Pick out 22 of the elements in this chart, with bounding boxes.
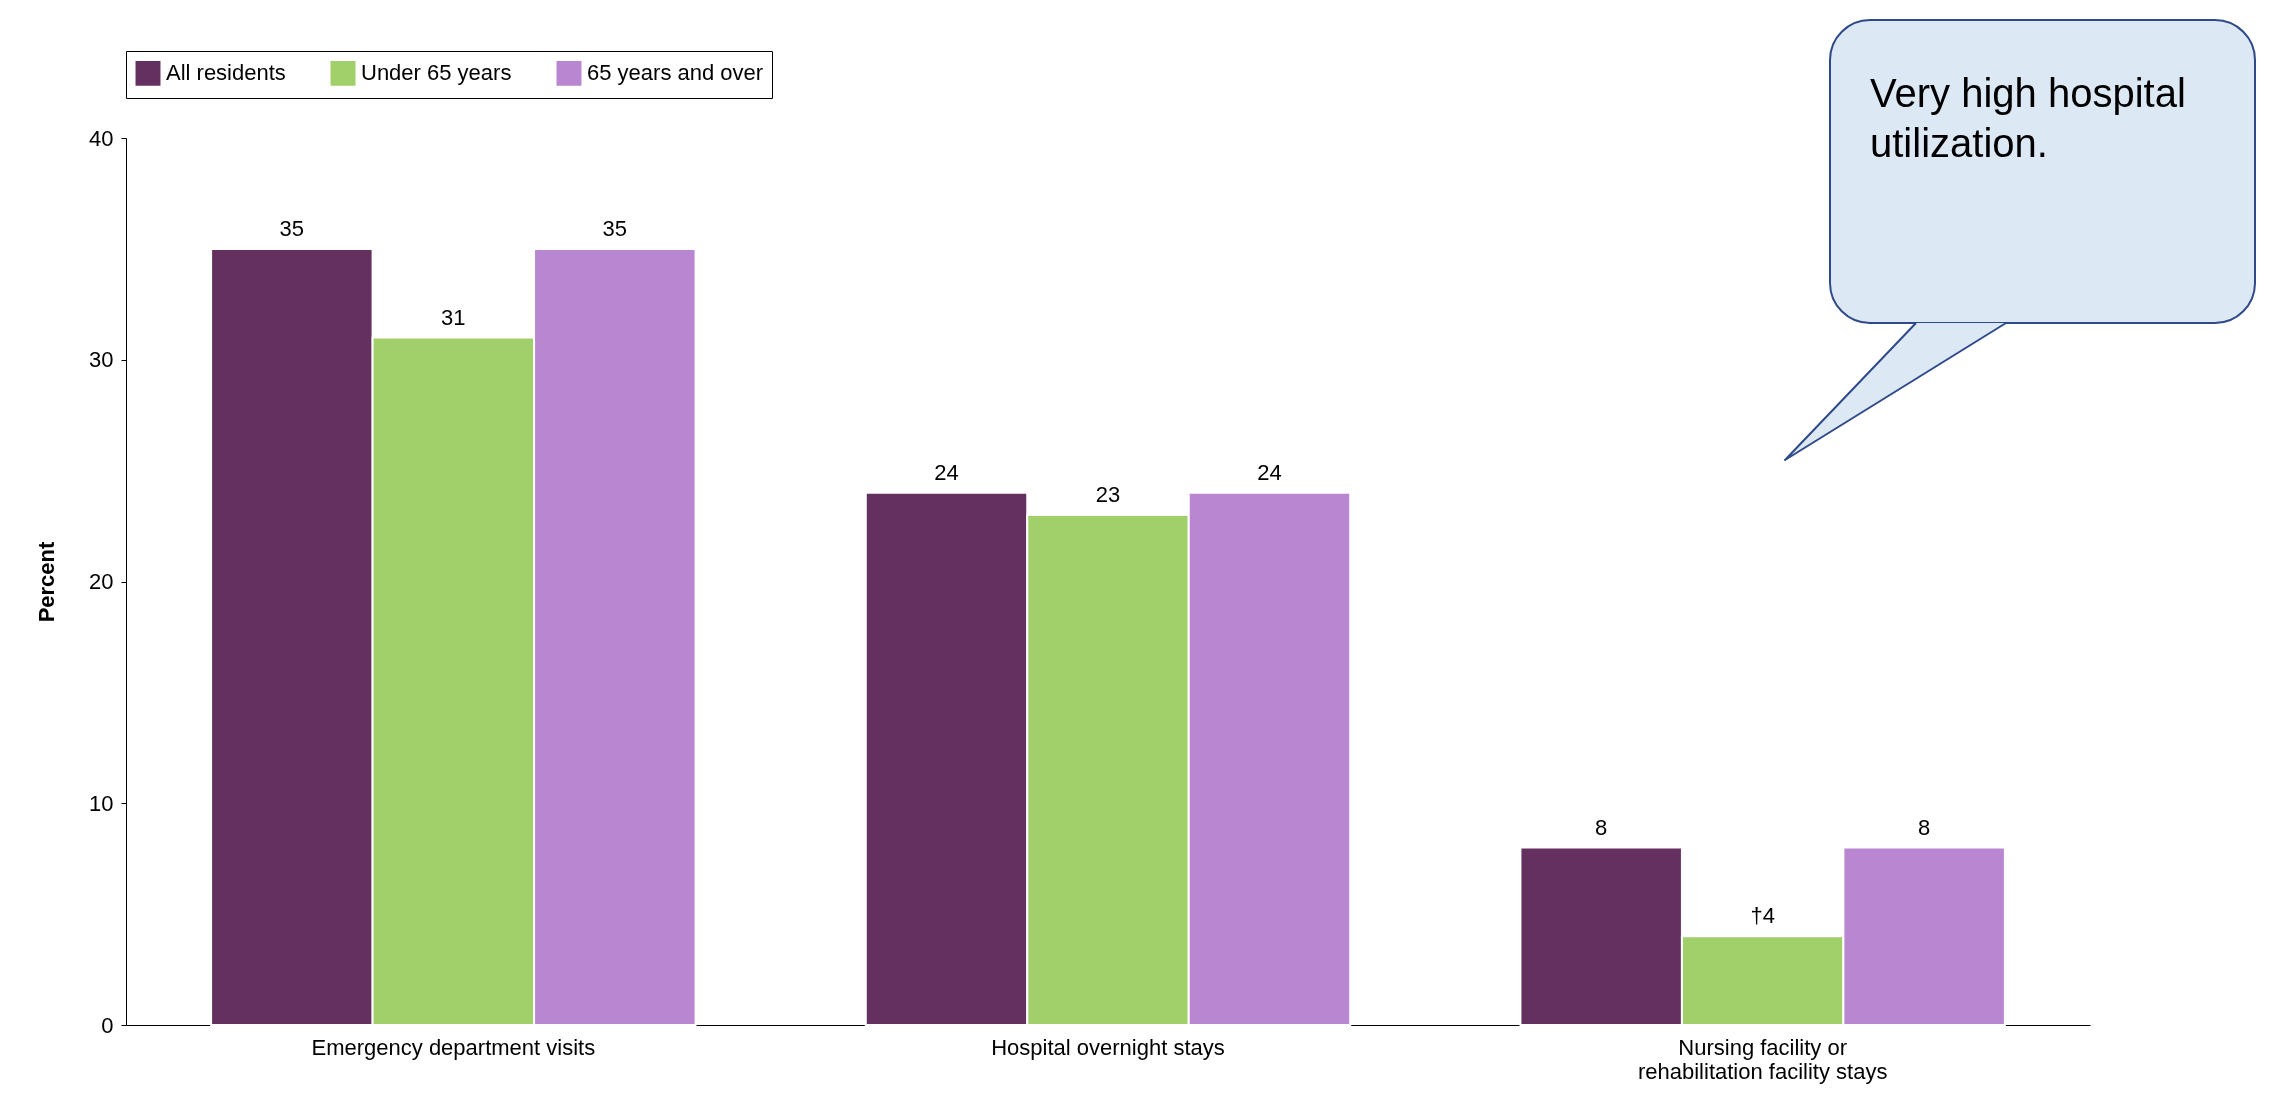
x-tick-label: Hospital overnight stays [991, 1034, 1225, 1060]
data-label: 24 [934, 459, 959, 485]
legend-label: 65 years and over [587, 60, 764, 86]
legend-label: Under 65 years [361, 60, 512, 86]
y-tick-label: 40 [89, 125, 114, 151]
data-label: 35 [602, 215, 628, 241]
y-axis-title: Percent [34, 540, 60, 623]
annotation: Very high hospital utilization. [1870, 71, 2186, 165]
data-label: 35 [279, 215, 305, 241]
data-label: 8 [1918, 814, 1931, 840]
y-tick-label: 20 [89, 569, 114, 594]
x-tick-label: Emergency department visits [311, 1034, 596, 1060]
data-label: 8 [1595, 814, 1608, 840]
y-tick-label: 0 [101, 1012, 114, 1038]
x-tick-label: Nursing facility or rehabilitation facility stays [1637, 1034, 1888, 1084]
data-label: 31 [441, 304, 466, 330]
data-label: 23 [1095, 481, 1121, 507]
data-label: 24 [1257, 459, 1282, 485]
legend-label: All residents [166, 60, 286, 86]
data-label: †4 [1750, 903, 1775, 929]
y-tick-label: 10 [89, 790, 114, 816]
y-tick-label: 30 [89, 347, 114, 373]
